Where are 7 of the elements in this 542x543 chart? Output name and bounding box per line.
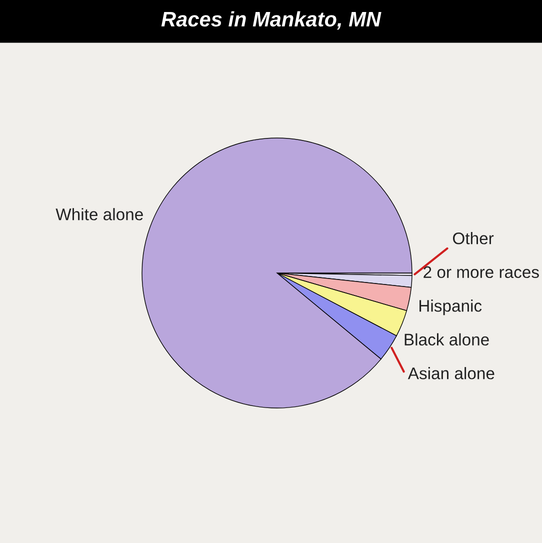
slice-label: Black alone (404, 333, 489, 346)
slice-label: White alone (56, 208, 143, 220)
slice-label: 2 or more races (424, 266, 539, 278)
slice-label: Hispanic (420, 300, 482, 316)
slice-label: Other (452, 232, 494, 244)
slice-label: Asian alone (408, 367, 494, 380)
chart-title: Races in Mankato, MN (161, 11, 382, 30)
